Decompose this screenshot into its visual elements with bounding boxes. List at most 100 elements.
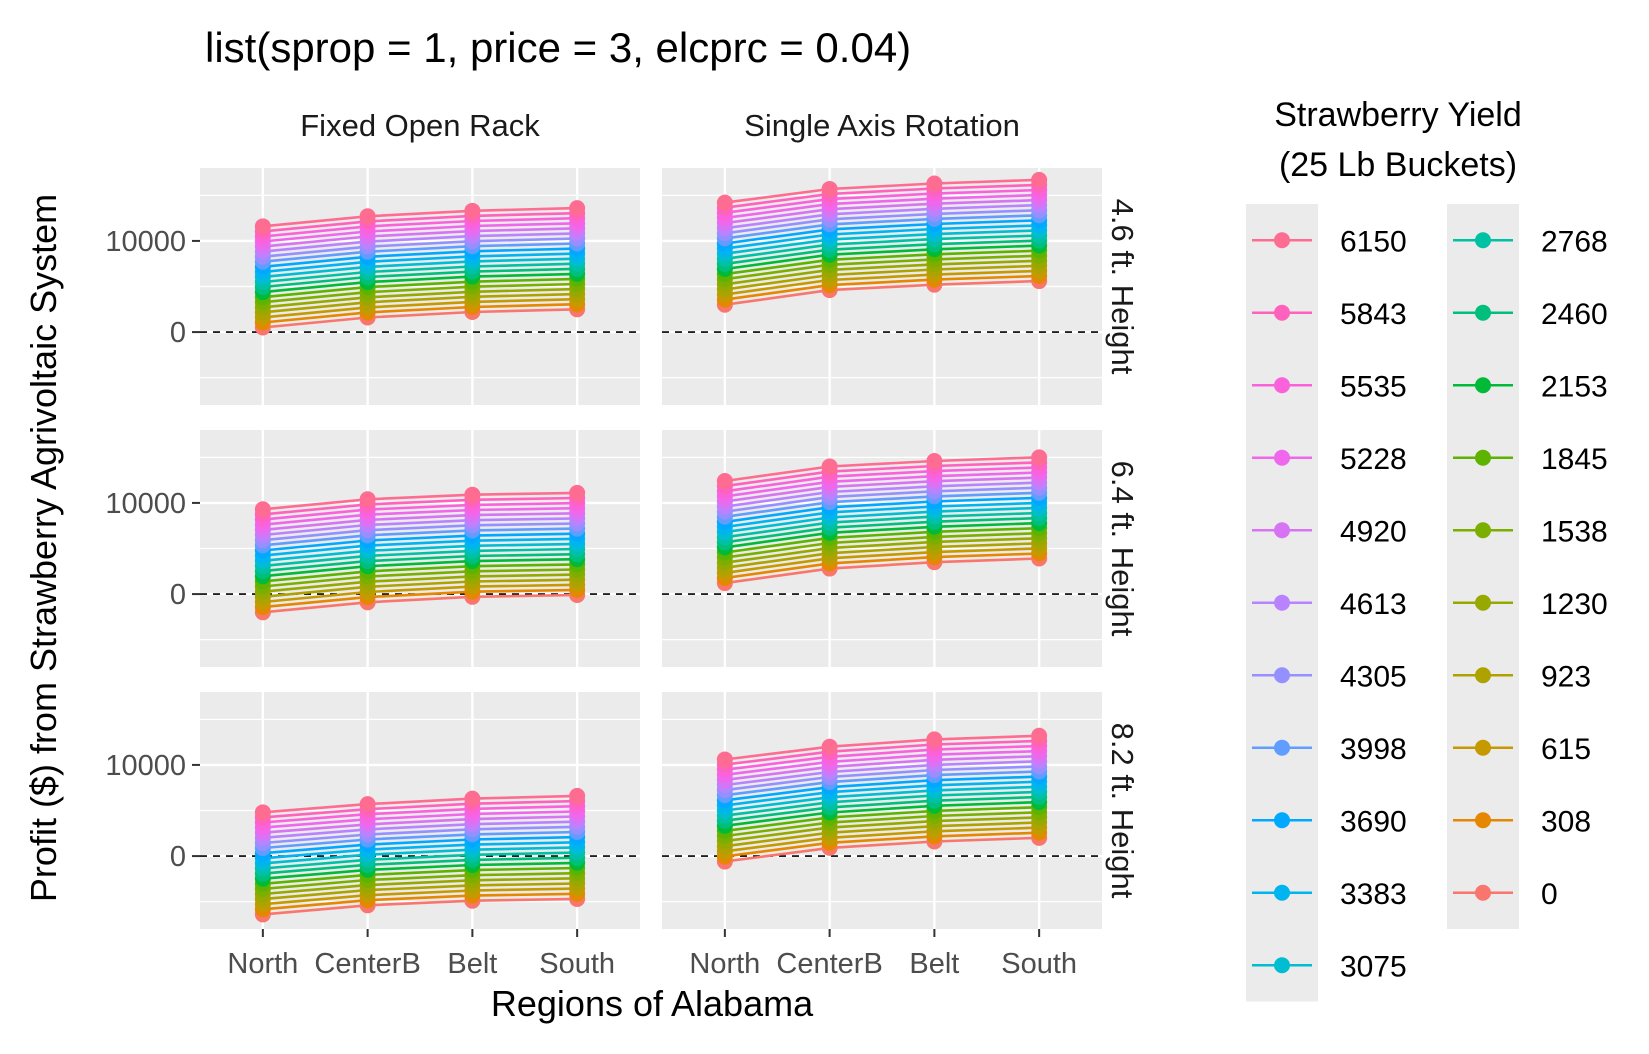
x-tick-label: CenterB xyxy=(314,948,420,980)
series-line-615 xyxy=(724,269,1040,296)
legend-label: 615 xyxy=(1541,733,1591,766)
series-line-2768 xyxy=(262,262,578,284)
series-line-3998 xyxy=(262,830,578,850)
legend-key-point xyxy=(1274,449,1290,466)
x-axis-title: Regions of Alabama xyxy=(491,983,814,1024)
series-line-615 xyxy=(262,583,578,604)
series-line-4613 xyxy=(262,820,578,840)
legend-key-point xyxy=(1475,449,1491,466)
legend-title-line-1: Strawberry Yield xyxy=(1274,96,1522,134)
y-tick-label: 10000 xyxy=(105,750,186,782)
series-line-3998 xyxy=(724,214,1040,240)
series-line-2153 xyxy=(724,800,1040,828)
series-line-4920 xyxy=(262,815,578,834)
series-line-923 xyxy=(262,578,578,599)
series-line-923 xyxy=(724,542,1040,570)
series-line-923 xyxy=(724,821,1040,848)
data-point-6150-Belt xyxy=(926,452,943,469)
x-tick-label: North xyxy=(689,948,760,980)
y-tick-label: 10000 xyxy=(105,226,186,258)
legend-label: 1230 xyxy=(1541,588,1608,621)
legend-label: 1538 xyxy=(1541,515,1608,548)
series-line-1845 xyxy=(262,866,578,886)
series-line-3998 xyxy=(724,491,1040,519)
series-line-4613 xyxy=(724,481,1040,508)
series-line-3383 xyxy=(724,224,1040,250)
y-tick-label: 0 xyxy=(170,841,186,873)
series-line-1538 xyxy=(724,531,1040,559)
series-line-5228 xyxy=(262,222,578,243)
panel-2-1: 0 10000 xyxy=(105,430,640,667)
legend-key-point xyxy=(1274,739,1290,756)
panel-3-2: North CenterB Belt South xyxy=(662,692,1102,980)
legend-key-point xyxy=(1475,304,1491,321)
series-line-1538 xyxy=(262,568,578,588)
legend-key-point xyxy=(1274,812,1290,829)
legend-label: 2153 xyxy=(1541,370,1608,403)
series-line-5228 xyxy=(262,506,578,526)
series-line-6150 xyxy=(262,491,578,511)
series-line-3075 xyxy=(724,785,1040,812)
data-point-6150-CenterB xyxy=(821,738,838,755)
series-line-1845 xyxy=(724,249,1040,276)
data-point-6150-South xyxy=(1031,449,1048,466)
data-point-6150-North xyxy=(254,501,271,518)
series-line-0 xyxy=(724,557,1040,585)
series-line-0 xyxy=(262,897,578,916)
series-line-1230 xyxy=(262,877,578,896)
series-line-3383 xyxy=(262,537,578,557)
series-line-3690 xyxy=(724,775,1040,802)
legend-key-point xyxy=(1475,522,1491,539)
series-6150 xyxy=(716,171,1048,211)
series-line-1538 xyxy=(262,282,578,304)
series-line-4920 xyxy=(724,754,1040,782)
data-point-6150-South xyxy=(569,200,586,217)
legend-item-308: 308 xyxy=(1453,805,1591,838)
legend-key-point xyxy=(1475,884,1491,901)
legend-item-5843: 5843 xyxy=(1252,298,1407,331)
x-tick-label: Belt xyxy=(447,948,497,980)
series-line-2153 xyxy=(262,557,578,578)
series-line-3690 xyxy=(262,247,578,269)
data-point-6150-North xyxy=(254,804,271,821)
legend-key-point xyxy=(1274,377,1290,394)
legend-label: 2460 xyxy=(1541,298,1608,331)
series-line-0 xyxy=(724,279,1040,306)
y-axis-title: Profit ($) from Strawberry Agrivoltaic S… xyxy=(23,194,64,902)
legend-key-point xyxy=(1274,232,1290,249)
legend-item-2153: 2153 xyxy=(1453,370,1608,403)
series-line-2153 xyxy=(724,521,1040,549)
series-line-0 xyxy=(724,836,1040,863)
legend-key-point xyxy=(1274,522,1290,539)
legend-key-point xyxy=(1274,957,1290,974)
series-line-308 xyxy=(262,302,578,324)
series-line-3075 xyxy=(724,506,1040,534)
series-line-3690 xyxy=(262,835,578,855)
series-line-1230 xyxy=(724,816,1040,843)
data-point-6150-South xyxy=(1031,727,1048,744)
x-tick-label: CenterB xyxy=(776,948,882,980)
legend-item-1230: 1230 xyxy=(1453,588,1608,621)
y-tick-label: 0 xyxy=(170,317,186,349)
series-line-4613 xyxy=(262,232,578,253)
series-line-615 xyxy=(262,887,578,906)
legend-label: 4613 xyxy=(1340,588,1407,621)
legend-label: 4920 xyxy=(1340,515,1407,548)
series-line-3383 xyxy=(262,841,578,860)
series-line-4305 xyxy=(262,825,578,845)
series-line-615 xyxy=(724,547,1040,575)
series-line-308 xyxy=(262,892,578,911)
legend-key-point xyxy=(1274,884,1290,901)
series-line-3998 xyxy=(262,242,578,263)
series-6150 xyxy=(716,449,1048,490)
series-line-0 xyxy=(262,593,578,614)
legend-label: 308 xyxy=(1541,805,1591,838)
data-point-6150-Belt xyxy=(464,790,481,807)
series-line-4613 xyxy=(724,760,1040,787)
series-line-2768 xyxy=(724,511,1040,539)
series-line-1230 xyxy=(262,573,578,593)
series-line-923 xyxy=(724,264,1040,291)
panel-1-2 xyxy=(662,168,1102,405)
legend-label: 923 xyxy=(1541,660,1591,693)
